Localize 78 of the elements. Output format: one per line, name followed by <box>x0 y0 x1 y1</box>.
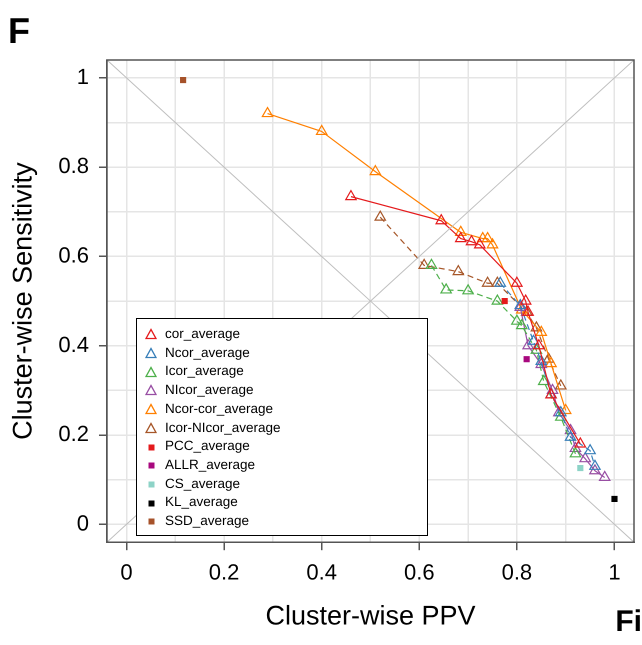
point <box>528 334 540 345</box>
point <box>535 326 548 336</box>
point <box>516 319 528 330</box>
x-tick-label: 0.6 <box>404 559 435 584</box>
legend-label: KL_average <box>165 493 238 512</box>
point <box>584 444 596 454</box>
y-axis-title: Cluster-wise Sensitivity <box>8 162 38 440</box>
point <box>530 321 542 332</box>
point <box>589 464 601 474</box>
legend-label: SSD_average <box>165 512 250 530</box>
point <box>418 258 430 269</box>
point <box>535 358 548 368</box>
point <box>555 379 567 390</box>
point <box>482 276 494 287</box>
point <box>546 384 558 394</box>
legend-label: Ncor-cor_average <box>165 400 274 418</box>
point <box>530 344 542 354</box>
point <box>570 442 582 452</box>
x-tick-label: 1 <box>608 559 621 584</box>
point <box>494 276 506 287</box>
point <box>564 424 576 434</box>
point <box>486 238 498 248</box>
point <box>511 276 523 287</box>
x-axis-title: Cluster-wise PPV <box>265 600 476 630</box>
point <box>440 283 452 294</box>
text: Fi <box>615 605 642 639</box>
point <box>522 339 534 350</box>
legend-label: cor_average <box>165 325 240 343</box>
y-tick-label: 0 <box>76 510 89 536</box>
legend-label: CS_average <box>165 474 240 493</box>
point <box>574 437 586 448</box>
y-tick-label: 0.6 <box>58 242 89 268</box>
point <box>492 294 504 305</box>
point <box>426 258 438 269</box>
point <box>560 404 572 414</box>
point <box>511 314 523 325</box>
legend-label: ALLR_average <box>165 456 256 474</box>
point <box>516 303 528 314</box>
y-tick-label: 1 <box>76 64 89 89</box>
point <box>570 447 582 458</box>
point <box>598 470 611 482</box>
point <box>538 374 550 386</box>
text: F <box>8 10 30 52</box>
y-tick-label: 0.4 <box>58 332 89 357</box>
point <box>462 284 474 294</box>
point <box>611 496 618 502</box>
point <box>454 226 467 236</box>
point <box>316 124 328 136</box>
legend-label: Icor-NIcor_average <box>165 418 281 437</box>
x-tick-label: 0 <box>120 559 133 584</box>
y-tick-label: 0.8 <box>58 153 89 178</box>
point <box>564 430 576 441</box>
point <box>345 190 357 200</box>
x-tick-label: 0.2 <box>208 559 240 584</box>
point <box>589 460 601 470</box>
point <box>545 357 557 368</box>
point <box>466 235 478 246</box>
point <box>435 214 448 224</box>
point <box>262 106 274 118</box>
legend-label: NIcor_average <box>165 381 254 400</box>
point <box>474 238 486 248</box>
point <box>542 352 554 363</box>
x-tick-label: 0.4 <box>306 559 337 584</box>
point <box>454 232 467 242</box>
point <box>482 232 494 242</box>
point <box>533 339 545 350</box>
point <box>476 232 489 242</box>
point <box>520 294 532 305</box>
point <box>535 354 548 365</box>
point <box>370 165 382 176</box>
legend-label: Icor_average <box>165 362 244 380</box>
point <box>452 265 464 276</box>
legend-label: PCC_average <box>165 437 250 456</box>
y-tick-label: 0.2 <box>58 421 89 446</box>
point <box>374 210 386 221</box>
point <box>579 452 591 462</box>
x-tick-label: 0.8 <box>502 559 532 584</box>
legend-label: Ncor_average <box>165 344 250 362</box>
